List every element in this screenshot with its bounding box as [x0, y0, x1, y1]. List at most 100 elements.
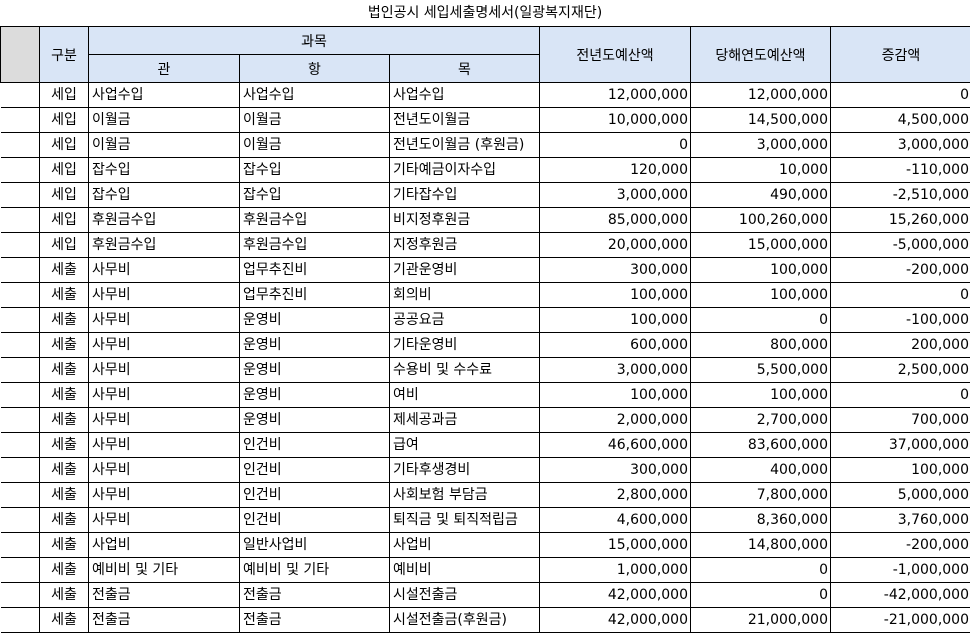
cell-gubun[interactable]: 세입 — [39, 232, 89, 258]
cell-prev-budget[interactable]: 46,600,000 — [539, 432, 691, 458]
cell-gubun[interactable]: 세출 — [39, 382, 89, 408]
cell-mok[interactable]: 퇴직금 및 퇴직적립금 — [389, 507, 540, 533]
cell-current-budget[interactable]: 0 — [690, 582, 831, 608]
cell-prev-budget[interactable]: 3,000,000 — [539, 182, 691, 208]
cell-difference[interactable]: -200,000 — [830, 257, 970, 283]
cell-gwan[interactable]: 예비비 및 기타 — [88, 557, 240, 583]
cell-hang[interactable]: 업무추진비 — [239, 257, 390, 283]
cell-gubun[interactable]: 세출 — [39, 357, 89, 383]
cell-prev-budget[interactable]: 20,000,000 — [539, 232, 691, 258]
cell-mok[interactable]: 기타운영비 — [389, 332, 540, 358]
cell-prev-budget[interactable]: 300,000 — [539, 257, 691, 283]
cell-hang[interactable]: 운영비 — [239, 382, 390, 408]
cell-current-budget[interactable]: 12,000,000 — [690, 82, 831, 108]
cell-prev-budget[interactable]: 0 — [539, 132, 691, 158]
cell-mok[interactable]: 사회보험 부담금 — [389, 482, 540, 508]
cell-gubun[interactable]: 세입 — [39, 82, 89, 108]
cell-current-budget[interactable]: 0 — [690, 307, 831, 333]
cell-prev-budget[interactable]: 42,000,000 — [539, 582, 691, 608]
cell-gwan[interactable]: 전출금 — [88, 582, 240, 608]
cell-difference[interactable]: 0 — [830, 382, 970, 408]
cell-gwan[interactable]: 잡수입 — [88, 182, 240, 208]
cell-current-budget[interactable]: 10,000 — [690, 157, 831, 183]
cell-prev-budget[interactable]: 85,000,000 — [539, 207, 691, 233]
cell-current-budget[interactable]: 2,700,000 — [690, 407, 831, 433]
cell-current-budget[interactable]: 400,000 — [690, 457, 831, 483]
cell-difference[interactable]: 700,000 — [830, 407, 970, 433]
cell-prev-budget[interactable]: 100,000 — [539, 382, 691, 408]
cell-gubun[interactable]: 세출 — [39, 457, 89, 483]
cell-current-budget[interactable]: 21,000,000 — [690, 607, 831, 633]
cell-current-budget[interactable]: 100,000 — [690, 382, 831, 408]
cell-gwan[interactable]: 사무비 — [88, 357, 240, 383]
cell-gwan[interactable]: 사업수입 — [88, 82, 240, 108]
cell-gwan[interactable]: 후원금수입 — [88, 232, 240, 258]
cell-hang[interactable]: 사업수입 — [239, 82, 390, 108]
cell-mok[interactable]: 회의비 — [389, 282, 540, 308]
cell-difference[interactable]: -110,000 — [830, 157, 970, 183]
cell-gubun[interactable]: 세입 — [39, 182, 89, 208]
cell-difference[interactable]: 37,000,000 — [830, 432, 970, 458]
cell-current-budget[interactable]: 0 — [690, 557, 831, 583]
cell-gwan[interactable]: 사무비 — [88, 482, 240, 508]
cell-gubun[interactable]: 세출 — [39, 582, 89, 608]
cell-difference[interactable]: 5,000,000 — [830, 482, 970, 508]
cell-difference[interactable]: 3,000,000 — [830, 132, 970, 158]
cell-gubun[interactable]: 세출 — [39, 532, 89, 558]
cell-difference[interactable]: -21,000,000 — [830, 607, 970, 633]
cell-gwan[interactable]: 사무비 — [88, 457, 240, 483]
cell-mok[interactable]: 여비 — [389, 382, 540, 408]
cell-current-budget[interactable]: 490,000 — [690, 182, 831, 208]
cell-prev-budget[interactable]: 2,000,000 — [539, 407, 691, 433]
cell-gwan[interactable]: 전출금 — [88, 607, 240, 633]
cell-gubun[interactable]: 세출 — [39, 432, 89, 458]
cell-gwan[interactable]: 사무비 — [88, 382, 240, 408]
cell-mok[interactable]: 기타후생경비 — [389, 457, 540, 483]
cell-gubun[interactable]: 세출 — [39, 282, 89, 308]
cell-hang[interactable]: 잡수입 — [239, 182, 390, 208]
cell-gwan[interactable]: 사무비 — [88, 332, 240, 358]
cell-current-budget[interactable]: 100,260,000 — [690, 207, 831, 233]
cell-current-budget[interactable]: 100,000 — [690, 257, 831, 283]
cell-prev-budget[interactable]: 42,000,000 — [539, 607, 691, 633]
cell-gwan[interactable]: 사무비 — [88, 507, 240, 533]
cell-mok[interactable]: 기타잡수입 — [389, 182, 540, 208]
cell-hang[interactable]: 인건비 — [239, 482, 390, 508]
cell-gubun[interactable]: 세입 — [39, 207, 89, 233]
cell-prev-budget[interactable]: 120,000 — [539, 157, 691, 183]
cell-difference[interactable]: 0 — [830, 82, 970, 108]
cell-difference[interactable]: 4,500,000 — [830, 107, 970, 133]
cell-difference[interactable]: -200,000 — [830, 532, 970, 558]
cell-prev-budget[interactable]: 3,000,000 — [539, 357, 691, 383]
cell-gubun[interactable]: 세출 — [39, 482, 89, 508]
cell-gubun[interactable]: 세출 — [39, 557, 89, 583]
cell-gubun[interactable]: 세입 — [39, 157, 89, 183]
cell-hang[interactable]: 운영비 — [239, 357, 390, 383]
cell-mok[interactable]: 기타예금이자수입 — [389, 157, 540, 183]
cell-difference[interactable]: 15,260,000 — [830, 207, 970, 233]
cell-gubun[interactable]: 세출 — [39, 257, 89, 283]
cell-difference[interactable]: -100,000 — [830, 307, 970, 333]
cell-hang[interactable]: 예비비 및 기타 — [239, 557, 390, 583]
cell-prev-budget[interactable]: 300,000 — [539, 457, 691, 483]
cell-hang[interactable]: 인건비 — [239, 457, 390, 483]
cell-gwan[interactable]: 사무비 — [88, 407, 240, 433]
cell-prev-budget[interactable]: 100,000 — [539, 282, 691, 308]
cell-hang[interactable]: 전출금 — [239, 607, 390, 633]
cell-hang[interactable]: 운영비 — [239, 307, 390, 333]
cell-hang[interactable]: 인건비 — [239, 432, 390, 458]
cell-gwan[interactable]: 사무비 — [88, 257, 240, 283]
cell-current-budget[interactable]: 8,360,000 — [690, 507, 831, 533]
cell-prev-budget[interactable]: 12,000,000 — [539, 82, 691, 108]
cell-mok[interactable]: 전년도이월금 — [389, 107, 540, 133]
cell-current-budget[interactable]: 3,000,000 — [690, 132, 831, 158]
cell-gwan[interactable]: 사무비 — [88, 282, 240, 308]
cell-prev-budget[interactable]: 600,000 — [539, 332, 691, 358]
cell-hang[interactable]: 전출금 — [239, 582, 390, 608]
cell-mok[interactable]: 사업비 — [389, 532, 540, 558]
cell-gwan[interactable]: 이월금 — [88, 107, 240, 133]
cell-mok[interactable]: 수용비 및 수수료 — [389, 357, 540, 383]
cell-gubun[interactable]: 세출 — [39, 332, 89, 358]
cell-hang[interactable]: 운영비 — [239, 332, 390, 358]
cell-mok[interactable]: 예비비 — [389, 557, 540, 583]
